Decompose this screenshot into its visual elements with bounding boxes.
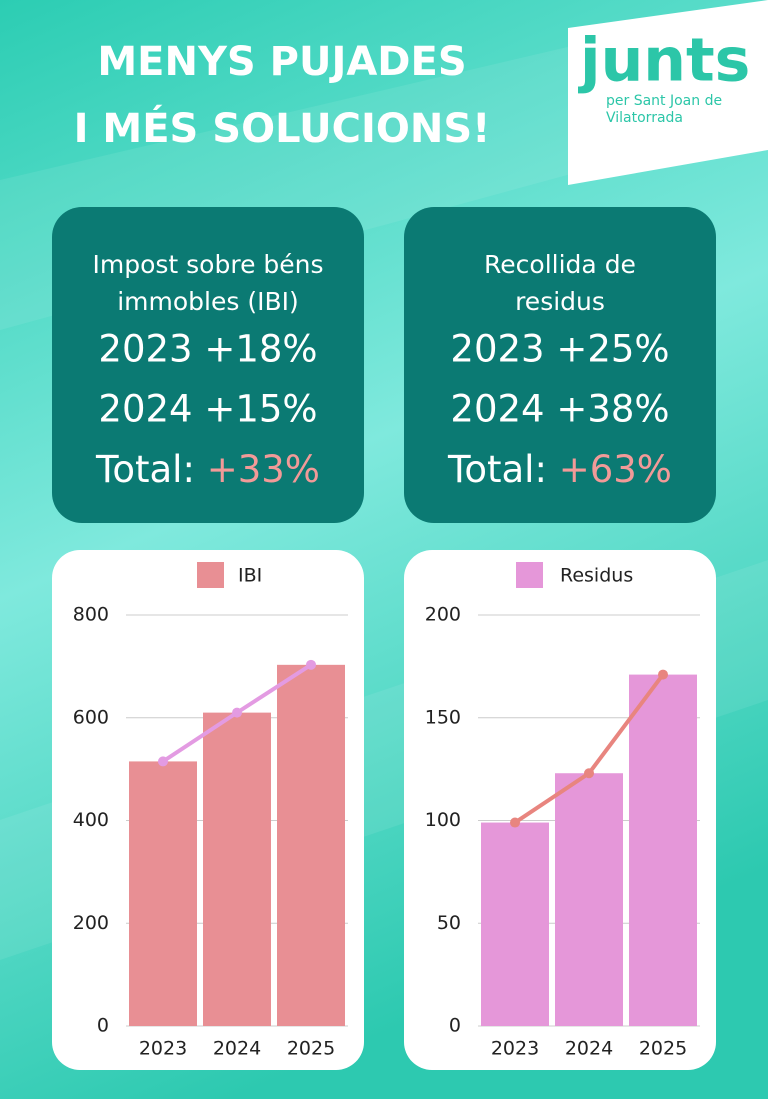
box-row: 2024 +15% bbox=[98, 388, 317, 431]
legend-swatch bbox=[516, 562, 543, 588]
bar bbox=[481, 822, 549, 1026]
x-tick-label: 2024 bbox=[213, 1038, 261, 1060]
box-title: Recollida de bbox=[484, 250, 636, 279]
box-row: 2023 +25% bbox=[450, 328, 669, 371]
trend-point bbox=[584, 768, 594, 779]
y-tick-label: 100 bbox=[425, 809, 461, 831]
y-tick-label: 150 bbox=[425, 706, 461, 728]
x-tick-label: 2025 bbox=[287, 1038, 335, 1060]
legend-label: Residus bbox=[560, 565, 633, 587]
total-label: Total: bbox=[95, 448, 195, 491]
legend-label: IBI bbox=[238, 565, 262, 587]
info-box bbox=[52, 207, 364, 523]
box-total: Total: +63% bbox=[447, 448, 672, 491]
y-tick-label: 0 bbox=[449, 1015, 461, 1037]
logo-subtitle: per Sant Joan de bbox=[606, 93, 722, 109]
trend-point bbox=[510, 817, 520, 828]
x-tick-label: 2024 bbox=[565, 1038, 613, 1060]
box-row: 2024 +38% bbox=[450, 388, 669, 431]
bar bbox=[277, 664, 345, 1026]
x-tick-label: 2023 bbox=[491, 1038, 539, 1060]
trend-point bbox=[158, 756, 168, 767]
bar bbox=[555, 773, 623, 1026]
bar bbox=[203, 712, 271, 1026]
y-tick-label: 200 bbox=[425, 604, 461, 626]
y-tick-label: 400 bbox=[73, 809, 109, 831]
box-row: 2023 +18% bbox=[98, 328, 317, 371]
box-total: Total: +33% bbox=[95, 448, 320, 491]
total-value: +63% bbox=[559, 448, 672, 491]
total-label: Total: bbox=[447, 448, 547, 491]
x-tick-label: 2023 bbox=[139, 1038, 187, 1060]
box-title: Impost sobre béns bbox=[92, 250, 323, 279]
title: MENYS PUJADES bbox=[97, 39, 466, 85]
trend-point bbox=[232, 707, 242, 718]
bar bbox=[129, 761, 197, 1026]
bar bbox=[629, 674, 697, 1026]
legend-swatch bbox=[197, 562, 224, 588]
y-tick-label: 50 bbox=[437, 912, 461, 934]
y-tick-label: 600 bbox=[73, 706, 109, 728]
logo-subtitle: Vilatorrada bbox=[606, 110, 683, 126]
y-tick-label: 800 bbox=[73, 604, 109, 626]
box-title: immobles (IBI) bbox=[117, 287, 299, 316]
y-tick-label: 200 bbox=[73, 912, 109, 934]
y-tick-label: 0 bbox=[97, 1015, 109, 1037]
x-tick-label: 2025 bbox=[639, 1038, 687, 1060]
trend-point bbox=[658, 669, 668, 680]
trend-point bbox=[306, 659, 316, 670]
logo: junts bbox=[578, 26, 750, 96]
title: I MÉS SOLUCIONS! bbox=[74, 104, 491, 152]
total-value: +33% bbox=[207, 448, 320, 491]
logo-bg bbox=[568, 0, 768, 185]
info-box bbox=[404, 207, 716, 523]
box-title: residus bbox=[515, 287, 605, 316]
